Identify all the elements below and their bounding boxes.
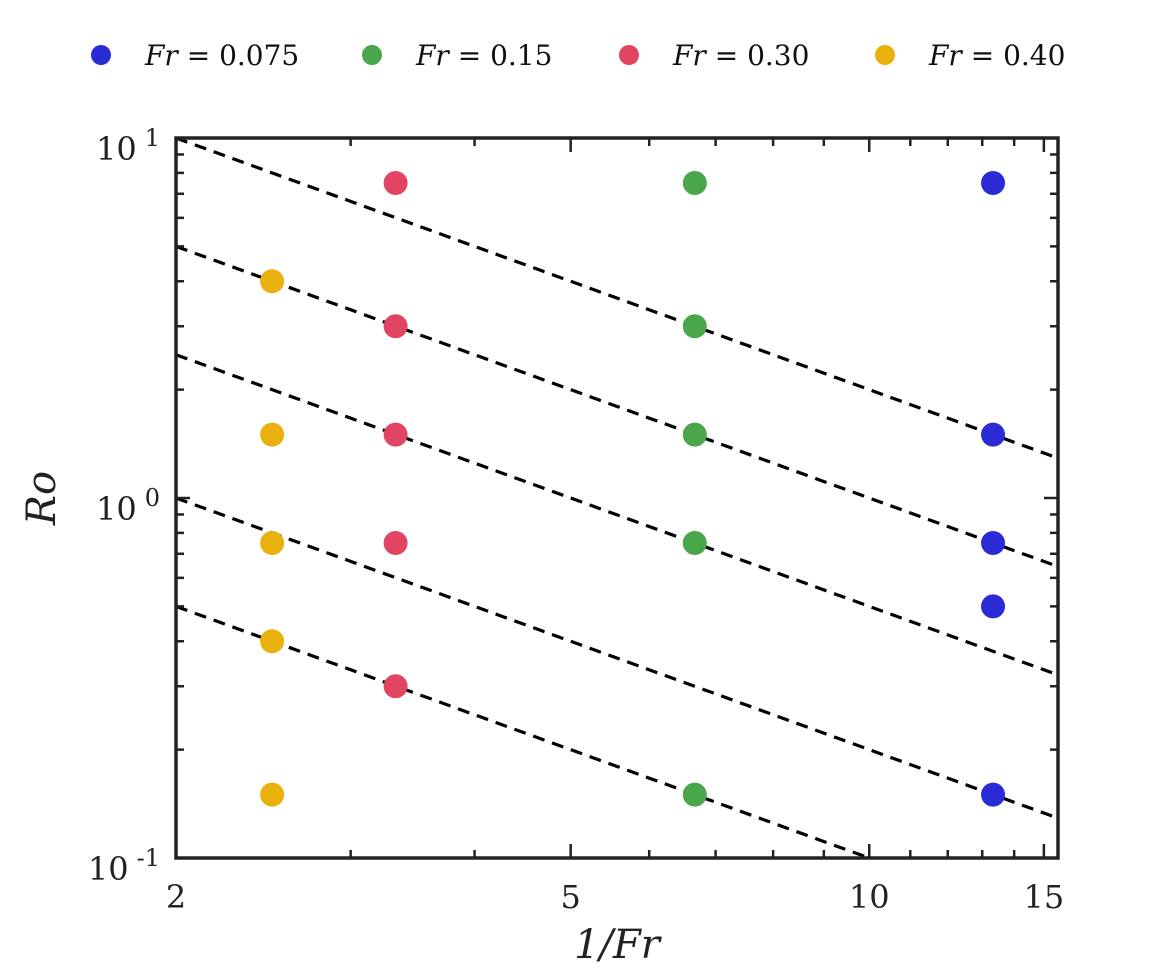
data-point	[981, 422, 1006, 447]
reference-line	[176, 496, 1058, 820]
data-point	[260, 269, 285, 294]
reference-line	[176, 353, 1058, 677]
data-point	[682, 314, 707, 339]
x-tick-label: 5	[560, 878, 580, 916]
y-axis-label: Ro	[19, 471, 65, 526]
data-point	[682, 530, 707, 555]
legend-label: Fr = 0.40	[929, 38, 1066, 72]
major-ticks	[174, 136, 1058, 860]
legend-marker-icon	[875, 45, 895, 65]
tick-labels: 2 5 10 15 10 -1 10 0 10 1	[88, 124, 1064, 916]
legend-marker-icon	[619, 45, 639, 65]
legend-item-fr-0075: Fr = 0.075	[91, 30, 299, 80]
reference-lines	[176, 138, 1058, 858]
legend-label: Fr = 0.30	[673, 38, 810, 72]
legend-item-fr-040: Fr = 0.40	[875, 30, 1065, 80]
data-point	[682, 422, 707, 447]
minor-ticks	[176, 138, 1058, 858]
data-point	[260, 422, 285, 447]
data-point	[682, 782, 707, 807]
plot-frame	[174, 136, 1060, 860]
reference-line	[176, 604, 874, 858]
legend-label: Fr = 0.075	[145, 38, 300, 72]
data-point	[383, 422, 408, 447]
data-point	[682, 170, 707, 195]
legend: Fr = 0.075 Fr = 0.15 Fr = 0.30 Fr = 0.40	[0, 30, 1163, 80]
data-point	[981, 782, 1006, 807]
reference-line	[176, 244, 1058, 569]
legend-label: Fr = 0.15	[416, 38, 553, 72]
data-point	[981, 530, 1006, 555]
x-tick-label: 2	[166, 878, 186, 916]
data-point	[383, 674, 408, 699]
reference-line	[176, 138, 1058, 460]
legend-marker-icon	[362, 45, 382, 65]
y-tick-label: 10 1	[96, 124, 160, 168]
legend-item-fr-030: Fr = 0.30	[619, 30, 809, 80]
data-point	[981, 170, 1006, 195]
legend-item-fr-015: Fr = 0.15	[362, 30, 552, 80]
data-point	[383, 170, 408, 195]
x-tick-label: 15	[1024, 878, 1065, 916]
data-point	[383, 530, 408, 555]
x-axis-label: 1/Fr	[574, 922, 663, 968]
data-point	[981, 594, 1006, 619]
data-point	[260, 629, 285, 654]
x-tick-label: 10	[849, 878, 890, 916]
data-point	[383, 314, 408, 339]
data-point	[260, 530, 285, 555]
data-point	[260, 782, 285, 807]
data-points	[260, 170, 1006, 807]
y-tick-label: 10 -1	[88, 844, 160, 888]
y-tick-label: 10 0	[96, 484, 160, 528]
legend-marker-icon	[91, 45, 111, 65]
